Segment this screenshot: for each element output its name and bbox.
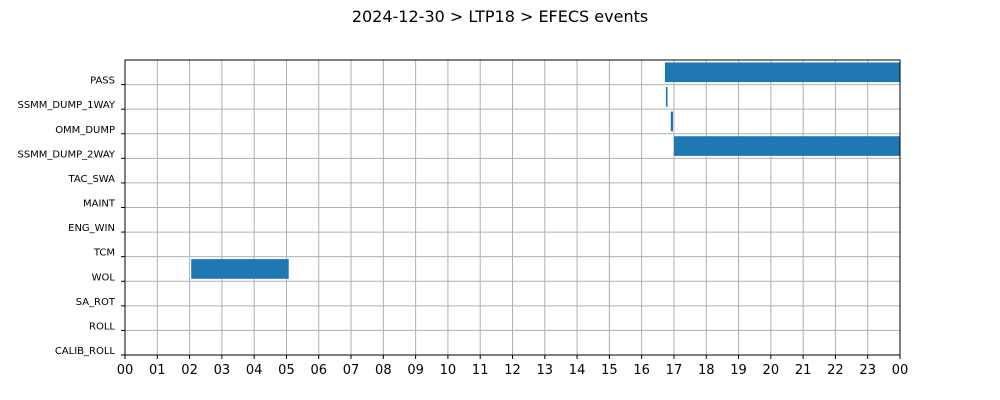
x-tick-label: 18 <box>698 363 715 378</box>
x-tick-label: 05 <box>278 363 295 378</box>
y-tick-label: OMM_DUMP <box>55 125 115 136</box>
event-bar <box>664 62 900 83</box>
x-tick-label: 02 <box>181 363 198 378</box>
event-bar <box>673 136 900 156</box>
x-tick-label: 20 <box>763 363 780 378</box>
x-tick-label: 16 <box>633 363 650 378</box>
grid <box>124 60 901 356</box>
chart-title: 2024-12-30 > LTP18 > EFECS events <box>352 7 648 26</box>
x-tick-label: 19 <box>730 363 747 378</box>
event-bar <box>670 111 673 132</box>
y-tick-label: SSMM_DUMP_2WAY <box>17 149 115 160</box>
x-axis: 00 01 02 03 04 05 06 07 08 09 10 11 12 13 14 15 16 17 18 19… <box>117 355 909 378</box>
event-bar <box>665 87 668 107</box>
x-tick-label: 10 <box>440 363 457 378</box>
x-tick-label: 14 <box>569 363 586 378</box>
y-tick-label: ROLL <box>89 321 115 332</box>
y-tick-label: ENG_WIN <box>68 223 115 234</box>
x-tick-label: 11 <box>472 363 489 378</box>
y-tick-label: SSMM_DUMP_1WAY <box>17 100 115 111</box>
x-tick-label: 00 <box>892 363 909 378</box>
x-tick-label: 07 <box>343 363 360 378</box>
x-tick-label: 08 <box>375 363 392 378</box>
x-tick-label: 15 <box>601 363 618 378</box>
x-tick-label: 06 <box>310 363 327 378</box>
y-tick-label: PASS <box>90 76 115 87</box>
y-tick-label: CALIB_ROLL <box>55 346 116 357</box>
y-tick-label: MAINT <box>83 199 116 210</box>
y-tick-label: WOL <box>92 272 116 283</box>
event-bar <box>191 259 289 279</box>
x-tick-label: 01 <box>149 363 166 378</box>
x-tick-label: 04 <box>246 363 263 378</box>
x-tick-label: 17 <box>666 363 683 378</box>
x-tick-label: 03 <box>214 363 231 378</box>
x-tick-label: 00 <box>117 363 134 378</box>
x-tick-label: 13 <box>537 363 554 378</box>
y-tick-label: TAC_SWA <box>67 174 115 185</box>
x-tick-label: 22 <box>827 363 844 378</box>
x-tick-label: 23 <box>859 363 876 378</box>
y-tick-label: SA_ROT <box>76 297 116 308</box>
x-tick-label: 21 <box>795 363 812 378</box>
y-axis: PASS SSMM_DUMP_1WAY OMM_DUMP SSMM_DUMP_2WAY… <box>17 76 125 357</box>
y-tick-label: TCM <box>93 248 115 259</box>
event-bars <box>191 62 900 279</box>
x-tick-label: 09 <box>407 363 424 378</box>
x-tick-label: 12 <box>504 363 521 378</box>
